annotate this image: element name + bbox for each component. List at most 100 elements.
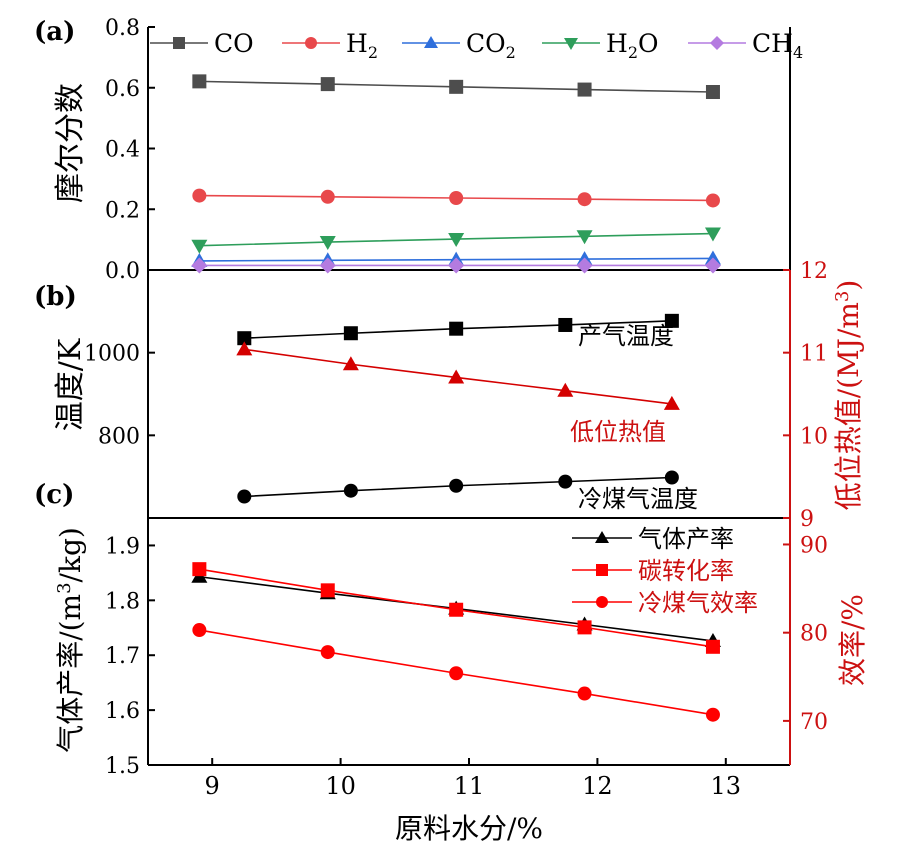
panel-1-series-2-point-2: [449, 478, 464, 493]
panel-2-series-2-point-0: [192, 623, 207, 638]
panel-0-series-1-point-3: [577, 192, 592, 207]
panel-0-series-1-point-1: [320, 189, 335, 204]
panel-0-series-3-point-0: [191, 239, 208, 254]
panel-2-series-2-point-2: [449, 666, 464, 681]
legend-a-marker-4: [710, 36, 724, 50]
x-axis-label: 原料水分/%: [395, 812, 543, 845]
legend-a-label-3: H2O: [606, 29, 659, 62]
panel-0-series-4-point-2: [448, 257, 465, 274]
legend-c-marker-0: [595, 531, 609, 543]
panel-0-series-4-point-4: [704, 257, 721, 274]
panel-1-ytick-right-label-3: 12: [800, 259, 828, 284]
series-label-outlet-temperature: 产气温度: [578, 322, 674, 350]
legend-a-label-3-sub: 2: [628, 43, 638, 62]
panel-0-series-1-point-0: [192, 188, 207, 203]
panel-0-series-1-point-2: [449, 191, 464, 206]
panel-1-series-0-point-3: [558, 317, 573, 332]
panel-c-label: (c): [34, 480, 74, 510]
panel-1-ytick-right-label-0: 9: [800, 507, 814, 532]
legend-c-label-0: 气体产率: [638, 525, 734, 553]
panel-1-series-0-point-0: [237, 331, 252, 346]
panel-0-series-0-point-1: [320, 77, 335, 92]
panel-0-series-4-point-1: [319, 257, 336, 274]
panel-0-series-0-point-3: [577, 82, 592, 97]
panel-c-ylabel-tail: /kg): [54, 527, 87, 582]
panel-0-series-0-point-4: [705, 85, 720, 100]
panel-b-ylabel-right-tail: ): [832, 280, 865, 291]
panel-2-ytick-label-1: 1.6: [105, 699, 140, 724]
panel-2-series-1-point-3: [577, 620, 592, 635]
panel-b-ylabel-right-sup: 3: [832, 291, 853, 302]
legend-a-label-0: CO: [214, 29, 254, 58]
panel-0-series-3-point-1: [319, 236, 336, 251]
panel-0-series-4-point-0: [191, 257, 208, 274]
panel-2-ytick-label-3: 1.8: [105, 589, 140, 614]
panel-0-series-0-point-0: [192, 74, 207, 89]
panel-2-series-2-point-3: [577, 686, 592, 701]
panel-1-series-2-point-4: [664, 470, 679, 485]
panel-2-series-1-point-4: [705, 639, 720, 654]
legend-a-label-4-main: CH: [752, 29, 793, 58]
panel-1-series-2-point-3: [558, 474, 573, 489]
legend-a-label-2-sub: 2: [506, 43, 516, 62]
panel-2-series-1-point-2: [449, 602, 464, 617]
panel-2-ytick-right-label-0: 70: [800, 710, 828, 735]
panel-1-series-0-point-1: [343, 326, 358, 341]
panel-b-ylabel: 温度/K: [53, 338, 88, 431]
series-label-lower-heating-value: 低位热值: [570, 418, 666, 446]
panel-0-ytick-label-3: 0.6: [105, 77, 140, 102]
panel-2-ytick-label-0: 1.5: [105, 754, 140, 779]
plot-layer: 0.00.20.40.60.8CO H2 CO2 H2O CH4800100091011…: [84, 16, 828, 800]
panel-0-series-3-point-3: [576, 230, 593, 245]
panel-b-ylabel-right-main: 低位热值/(MJ/m: [832, 302, 865, 510]
panel-1-series-0-point-4: [664, 313, 679, 328]
panel-1-series-1-point-2: [448, 369, 465, 384]
legend-c-marker-2: [596, 596, 608, 608]
panel-c-ylabel-main: 气体产率/(m: [54, 594, 87, 753]
legend-a-label-3-tail: O: [638, 29, 659, 58]
panel-0-ytick-label-0: 0.0: [105, 259, 140, 284]
panel-1-ytick-label-0: 800: [98, 424, 140, 449]
x-tick-label-2: 11: [454, 772, 485, 800]
panel-a-ylabel: 摩尔分数: [53, 83, 88, 203]
x-tick-label-1: 10: [325, 772, 356, 800]
legend-c-marker-1: [596, 564, 608, 576]
panel-0-ytick-label-2: 0.4: [105, 138, 140, 163]
panel-b-ylabel-right: 低位热值/(MJ/m3): [832, 280, 866, 511]
panel-2-ytick-right-label-2: 90: [800, 533, 828, 558]
x-tick-label-4: 13: [711, 772, 742, 800]
legend-a-marker-2: [424, 36, 438, 48]
panel-0-series-3-point-2: [448, 233, 465, 248]
panel-2-series-2-point-1: [320, 645, 335, 660]
legend-a-marker-3: [564, 38, 578, 50]
panel-2-series-2-point-4: [705, 707, 720, 722]
panel-c-ylabel-right: 效率/%: [836, 594, 869, 686]
panel-1-series-1-point-4: [663, 395, 680, 410]
panel-b-label: (b): [34, 282, 77, 312]
legend-a-label-0-main: CO: [214, 29, 254, 58]
panel-1-series-0-point-2: [449, 321, 464, 336]
legend-a-label-2-main: CO: [466, 29, 506, 58]
legend-a-label-4-sub: 4: [793, 43, 803, 62]
panel-2-ytick-right-label-1: 80: [800, 622, 828, 647]
legend-a-marker-1: [305, 37, 317, 49]
panel-c-ylabel-sup: 3: [54, 582, 75, 593]
panel-1-series-1-point-3: [557, 382, 574, 397]
legend-c-label-1: 碳转化率: [638, 557, 734, 585]
legend-a-label-4: CH4: [752, 29, 803, 62]
legend-a-label-3-main: H: [606, 29, 628, 58]
panel-1-ytick-right-label-2: 11: [800, 342, 828, 367]
legend-a-label-1: H2: [346, 29, 378, 62]
panel-0-series-1-point-4: [705, 193, 720, 208]
panel-1-ytick-right-label-1: 10: [800, 424, 828, 449]
panel-1-ytick-label-1: 1000: [84, 342, 140, 367]
panel-1-series-2-point-1: [343, 483, 358, 498]
panel-c-ylabel: 气体产率/(m3/kg): [54, 527, 88, 753]
panel-0-series-4-point-3: [576, 257, 593, 274]
legend-c-label-2: 冷煤气效率: [638, 589, 758, 617]
series-label-cold-gas-temperature: 冷煤气温度: [578, 485, 698, 513]
legend-a-label-1-sub: 2: [368, 43, 378, 62]
panel-1-series-1-point-1: [342, 356, 359, 371]
panel-0-ytick-label-1: 0.2: [105, 198, 140, 223]
